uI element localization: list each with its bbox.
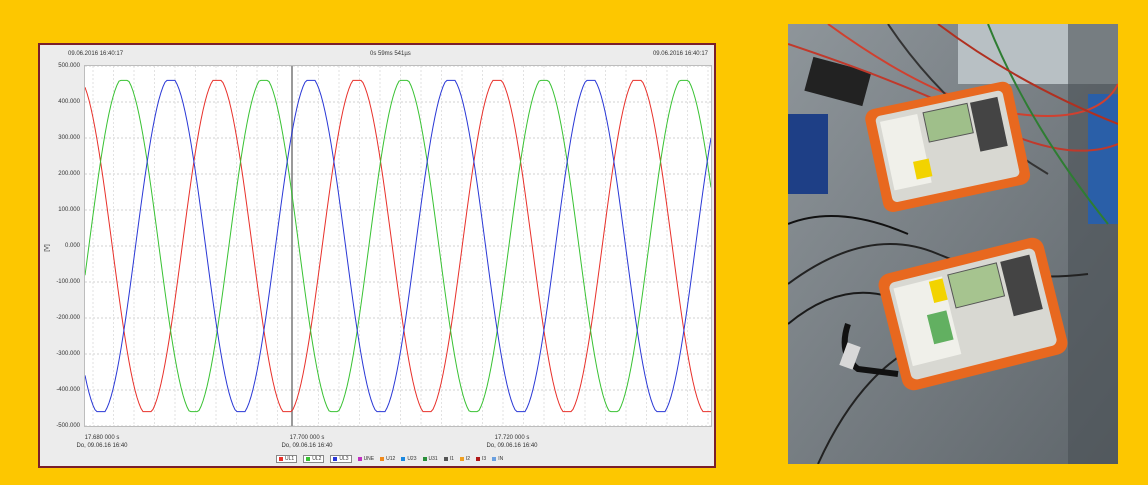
legend-label: UNE [363,456,375,462]
x-tick-time: 17.720 000 s [494,435,530,441]
legend-swatch [443,457,448,461]
x-tick-label: 17.700 000 s Do, 09.06.16 16:40 [257,434,357,450]
legend: UL1 UL2 UL3 UNE U12 U23 U31 I1 I2 I3 IN [276,453,503,465]
legend-swatch [492,457,497,461]
legend-label: IN [498,456,504,462]
end-timestamp: 09.06.2016 16:40:17 [652,51,708,57]
time-header: 09.06.2016 16:40:17 0s 59ms 541µs 09.06.… [40,45,714,63]
legend-label: U23 [407,456,417,462]
legend-item-ul1[interactable]: UL1 [276,455,298,463]
y-tick-label: -400.000 [56,387,80,393]
x-tick-date: Do, 09.06.16 16:40 [281,443,333,449]
y-tick-label: 300.000 [58,135,80,141]
waveform-panel: 09.06.2016 16:40:17 0s 59ms 541µs 09.06.… [38,43,716,468]
y-tick-label: -200.000 [56,315,80,321]
legend-swatch [422,457,427,461]
y-tick-label: 500.000 [58,63,80,69]
legend-label: UL3 [339,456,349,462]
device-photo [788,24,1118,464]
legend-swatch [357,457,362,461]
y-tick-label: -300.000 [56,351,80,357]
power-analyzers-photo [788,24,1118,464]
legend-label: UL2 [312,456,322,462]
x-tick-date: Do, 09.06.16 16:40 [76,443,128,449]
legend-item-u12[interactable]: U12 [380,456,395,462]
legend-label: UL1 [285,456,295,462]
legend-label: I2 [465,456,471,462]
series-line-ul1 [84,79,711,413]
x-tick-date: Do, 09.06.16 16:40 [486,443,538,449]
legend-item-une[interactable]: UNE [357,456,375,462]
legend-swatch [401,457,406,461]
legend-swatch [476,457,481,461]
x-tick-time: 17.680 000 s [84,435,120,441]
legend-label: U12 [386,456,396,462]
series-line-ul3 [84,79,712,413]
legend-label: U31 [428,456,438,462]
legend-label: I3 [482,456,487,462]
legend-swatch [333,457,338,461]
y-tick-label: -100.000 [56,279,80,285]
legend-item-u31[interactable]: U31 [422,456,438,462]
legend-item-in[interactable]: IN [492,456,503,462]
x-tick-time: 17.700 000 s [289,435,325,441]
legend-swatch [279,457,283,461]
legend-item-ul2[interactable]: UL2 [303,455,325,463]
plot-area[interactable] [84,65,712,427]
legend-item-u23[interactable]: U23 [401,456,417,462]
legend-item-ul3[interactable]: UL3 [330,455,352,463]
x-tick-label: 17.680 000 s Do, 09.06.16 16:40 [52,434,152,450]
legend-swatch [306,457,311,461]
y-tick-label: 100.000 [58,207,80,213]
legend-item-i1[interactable]: I1 [443,456,454,462]
legend-swatch [459,457,464,461]
legend-item-i2[interactable]: I2 [459,456,471,462]
x-tick-label: 17.720 000 s Do, 09.06.16 16:40 [462,434,562,450]
y-tick-label: 400.000 [58,99,80,105]
y-tick-label: 0.000 [64,243,80,249]
y-tick-label: -500.000 [56,423,80,429]
legend-label: I1 [449,456,454,462]
series-line-ul2 [84,79,712,413]
legend-swatch [380,457,385,461]
duration-label: 0s 59ms 541µs [370,51,411,57]
y-tick-label: 200.000 [58,171,80,177]
start-timestamp: 09.06.2016 16:40:17 [68,51,124,57]
legend-item-i3[interactable]: I3 [476,456,486,462]
waveform-chart[interactable] [84,65,712,427]
